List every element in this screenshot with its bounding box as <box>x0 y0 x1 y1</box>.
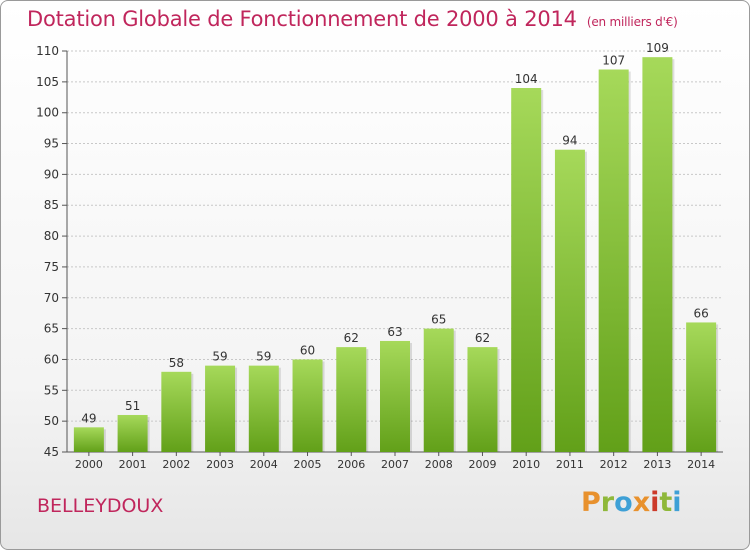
y-tick-label: 60 <box>44 352 59 366</box>
chart-subtitle: (en milliers d'€) <box>586 15 678 29</box>
x-tick-labels: 2000 2001 2002 2003 2004 2005 2006 2007 2008 2009… <box>75 452 715 471</box>
x-tick-label: 2009 <box>468 458 496 471</box>
bar-2009 <box>467 347 498 452</box>
data-label: 51 <box>125 399 140 413</box>
bar-2002 <box>161 371 192 452</box>
y-tick-label: 80 <box>44 229 59 243</box>
data-label: 60 <box>300 343 315 357</box>
x-tick-label: 2010 <box>512 458 540 471</box>
data-label: 94 <box>562 134 577 148</box>
bar-2001 <box>117 414 148 452</box>
x-tick-label: 2004 <box>250 458 278 471</box>
bar-2007 <box>380 340 410 452</box>
chart-title-text: Dotation Globale de Fonctionnement de 20… <box>27 7 577 31</box>
x-tick-label: 2014 <box>687 458 715 471</box>
chart-title: Dotation Globale de Fonctionnement de 20… <box>27 7 678 31</box>
bar-2010 <box>511 88 542 452</box>
y-tick-label: 50 <box>44 414 59 428</box>
logo-letter: r <box>600 487 615 518</box>
bar-2014 <box>686 322 717 452</box>
x-tick-label: 2008 <box>425 458 453 471</box>
bar-2012 <box>598 69 629 452</box>
logo-letter: i <box>650 487 660 518</box>
y-tick-label: 45 <box>44 445 59 459</box>
bars <box>73 57 719 453</box>
y-tick-label: 65 <box>44 322 59 336</box>
x-tick-label: 2006 <box>337 458 365 471</box>
commune-name: BELLEYDOUX <box>37 495 164 517</box>
y-tick-label: 95 <box>44 137 59 151</box>
bar-2013 <box>642 57 673 453</box>
data-label: 109 <box>646 41 669 55</box>
data-label: 107 <box>602 54 625 68</box>
data-labels: 49 51 58 59 59 60 62 63 65 62 104 94 107 109 66 <box>81 41 709 425</box>
y-tick-label: 70 <box>44 291 59 305</box>
data-label: 59 <box>212 350 227 364</box>
x-tick-label: 2011 <box>556 458 584 471</box>
proxiti-logo[interactable]: Proxiti <box>581 487 682 518</box>
x-tick-label: 2002 <box>162 458 190 471</box>
logo-letter: P <box>581 487 601 518</box>
y-tick-label: 90 <box>44 167 59 181</box>
bar-2005 <box>292 359 323 452</box>
x-tick-label: 2001 <box>119 458 147 471</box>
y-tick-label: 110 <box>36 44 59 58</box>
y-tick-label: 100 <box>36 106 59 120</box>
data-label: 63 <box>387 325 402 339</box>
data-label: 62 <box>344 331 359 345</box>
x-tick-label: 2007 <box>381 458 409 471</box>
data-label: 66 <box>693 306 708 320</box>
x-tick-label: 2003 <box>206 458 234 471</box>
data-label: 65 <box>431 313 446 327</box>
logo-letter: x <box>632 487 651 518</box>
bar-2011 <box>554 149 585 452</box>
y-tick-label: 55 <box>44 383 59 397</box>
logo-letter: i <box>672 487 682 518</box>
bar-2006 <box>336 347 367 452</box>
y-tick-labels: 45 50 55 60 65 70 75 80 85 90 95 100 105 110 <box>36 44 59 459</box>
data-label: 59 <box>256 350 271 364</box>
y-tick-label: 85 <box>44 198 59 212</box>
x-tick-label: 2000 <box>75 458 103 471</box>
data-label: 62 <box>475 331 490 345</box>
data-label: 58 <box>169 356 184 370</box>
logo-letter: t <box>659 487 673 518</box>
bar-2008 <box>423 328 454 452</box>
data-label: 49 <box>81 411 96 425</box>
bar-2004 <box>248 365 279 452</box>
x-tick-label: 2012 <box>600 458 628 471</box>
bar-2003 <box>205 365 236 452</box>
x-tick-label: 2005 <box>294 458 322 471</box>
y-tick-label: 105 <box>36 75 59 89</box>
data-label: 104 <box>515 72 538 86</box>
x-tick-label: 2013 <box>643 458 671 471</box>
logo-letter: o <box>614 487 633 518</box>
bar-2000 <box>73 427 104 452</box>
y-tick-label: 75 <box>44 260 59 274</box>
